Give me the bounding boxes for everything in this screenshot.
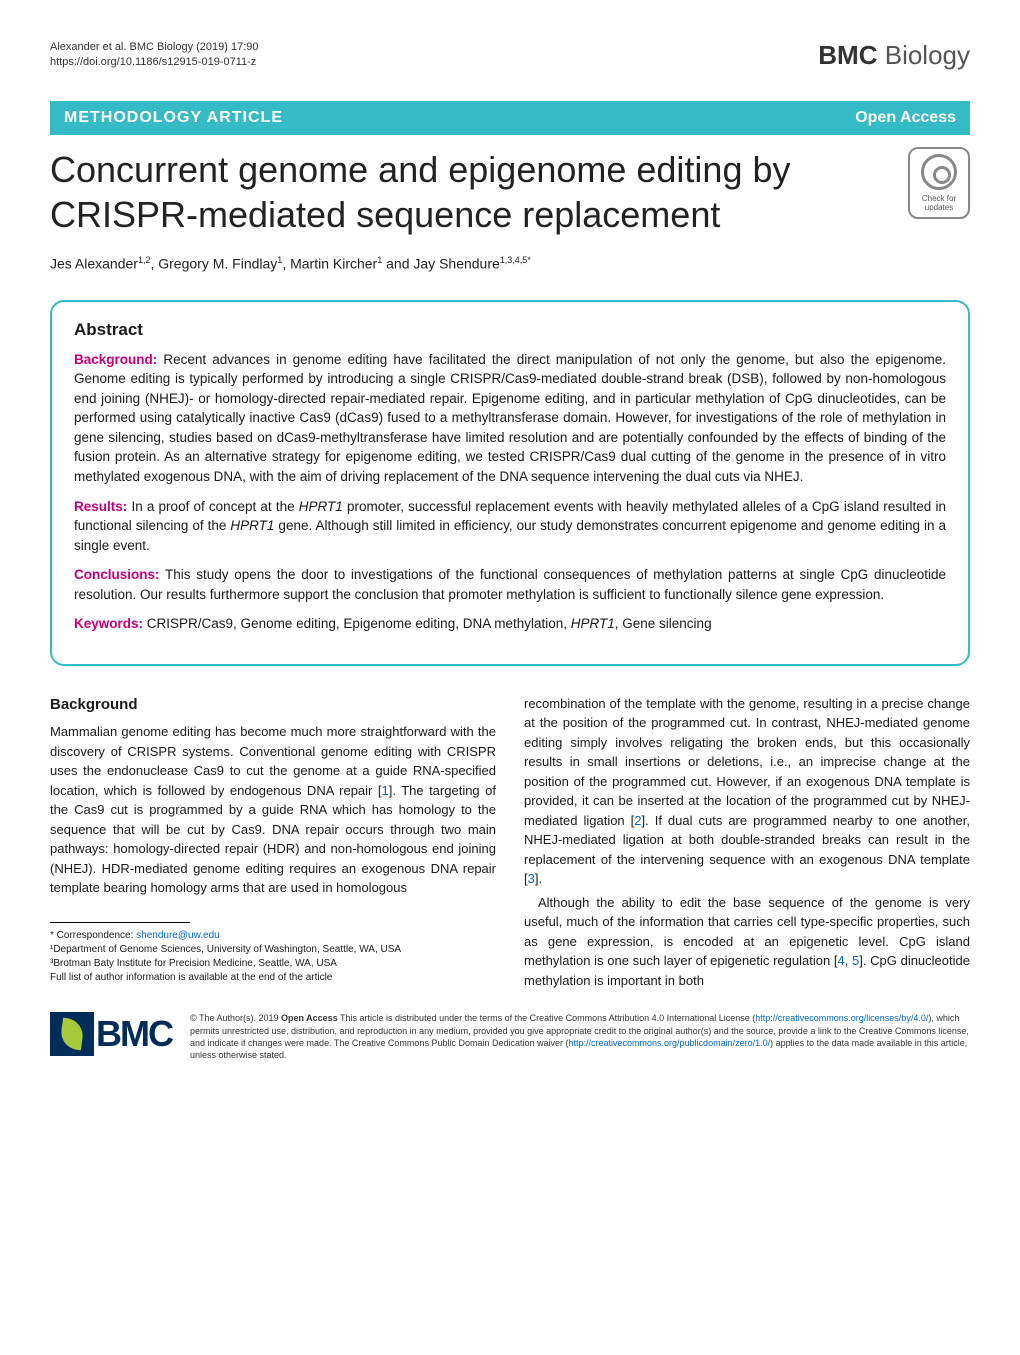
- citation-block: Alexander et al. BMC Biology (2019) 17:9…: [50, 40, 259, 71]
- body-paragraph: Mammalian genome editing has become much…: [50, 722, 496, 898]
- crossmark-text-2: updates: [925, 203, 953, 212]
- abstract-background: Background: Recent advances in genome ed…: [74, 350, 946, 487]
- abstract-results-label: Results:: [74, 499, 127, 514]
- article-type-label: METHODOLOGY ARTICLE: [64, 109, 283, 127]
- title-row: Concurrent genome and epigenome editing …: [50, 147, 970, 237]
- correspondence-block: * Correspondence: shendure@uw.edu ¹Depar…: [50, 929, 496, 985]
- abstract-conclusions: Conclusions: This study opens the door t…: [74, 565, 946, 604]
- abstract-results: Results: In a proof of concept at the HP…: [74, 497, 946, 556]
- category-bar: METHODOLOGY ARTICLE Open Access: [50, 101, 970, 135]
- abstract-keywords: Keywords: CRISPR/Cas9, Genome editing, E…: [74, 614, 946, 634]
- bmc-leaf-icon: [50, 1012, 94, 1056]
- abstract-conclusions-label: Conclusions:: [74, 567, 160, 582]
- reference-link[interactable]: 3: [528, 871, 535, 886]
- gene-name: HPRT1: [571, 616, 615, 631]
- keywords-text-post: , Gene silencing: [615, 616, 712, 631]
- left-column: Background Mammalian genome editing has …: [50, 694, 496, 993]
- body-text: ].: [535, 871, 542, 886]
- gene-name: HPRT1: [230, 518, 274, 533]
- reference-link[interactable]: 4: [838, 953, 845, 968]
- crossmark-badge[interactable]: Check for updates: [908, 147, 970, 219]
- author-list: Jes Alexander1,2, Gregory M. Findlay1, M…: [50, 255, 970, 272]
- footnote-rule: [50, 922, 190, 923]
- license-row: BMC © The Author(s). 2019 Open Access Th…: [50, 1012, 970, 1061]
- license-text-1: This article is distributed under the te…: [338, 1013, 756, 1023]
- affiliation-line: ³Brotman Baty Institute for Precision Me…: [50, 957, 496, 971]
- body-text: ,: [845, 953, 852, 968]
- affiliation-line: ¹Department of Genome Sciences, Universi…: [50, 943, 496, 957]
- journal-logo-suffix: Biology: [878, 40, 971, 70]
- keywords-label: Keywords:: [74, 616, 143, 631]
- license-url-1[interactable]: http://creativecommons.org/licenses/by/4…: [755, 1013, 928, 1023]
- abstract-conclusions-text: This study opens the door to investigati…: [74, 567, 946, 602]
- bmc-logo: BMC: [50, 1012, 172, 1056]
- abstract-box: Abstract Background: Recent advances in …: [50, 300, 970, 666]
- body-paragraph: Although the ability to edit the base se…: [524, 893, 970, 991]
- article-title: Concurrent genome and epigenome editing …: [50, 147, 908, 237]
- abstract-background-label: Background:: [74, 352, 157, 367]
- abstract-heading: Abstract: [74, 320, 946, 340]
- crossmark-text-1: Check for: [922, 194, 956, 203]
- body-text: recombination of the template with the g…: [524, 696, 970, 828]
- license-text: © The Author(s). 2019 Open Access This a…: [190, 1012, 970, 1061]
- citation-line: Alexander et al. BMC Biology (2019) 17:9…: [50, 40, 259, 55]
- open-access-label: Open Access: [855, 109, 956, 127]
- background-heading: Background: [50, 694, 496, 717]
- doi-line: https://doi.org/10.1186/s12915-019-0711-…: [50, 55, 259, 70]
- affiliation-note: Full list of author information is avail…: [50, 971, 496, 985]
- body-columns: Background Mammalian genome editing has …: [50, 694, 970, 993]
- gene-name: HPRT1: [299, 499, 343, 514]
- body-text: ]. The targeting of the Cas9 cut is prog…: [50, 783, 496, 896]
- keywords-text-pre: CRISPR/Cas9, Genome editing, Epigenome e…: [143, 616, 571, 631]
- correspondence-line: * Correspondence: shendure@uw.edu: [50, 929, 496, 943]
- correspondence-email[interactable]: shendure@uw.edu: [136, 930, 220, 941]
- body-paragraph: recombination of the template with the g…: [524, 694, 970, 889]
- license-pre: © The Author(s). 2019: [190, 1013, 281, 1023]
- journal-logo: BMC Biology: [818, 40, 970, 71]
- abstract-background-text: Recent advances in genome editing have f…: [74, 352, 946, 484]
- license-open-access: Open Access: [281, 1013, 338, 1023]
- page-header: Alexander et al. BMC Biology (2019) 17:9…: [50, 40, 970, 71]
- crossmark-icon: [921, 154, 957, 190]
- bmc-logo-text: BMC: [96, 1013, 172, 1055]
- reference-link[interactable]: 2: [634, 813, 641, 828]
- abstract-results-text-pre: In a proof of concept at the: [127, 499, 299, 514]
- correspondence-prefix: * Correspondence:: [50, 930, 136, 941]
- reference-link[interactable]: 1: [381, 783, 388, 798]
- journal-logo-prefix: BMC: [818, 40, 877, 70]
- right-column: recombination of the template with the g…: [524, 694, 970, 993]
- license-url-2[interactable]: http://creativecommons.org/publicdomain/…: [569, 1038, 771, 1048]
